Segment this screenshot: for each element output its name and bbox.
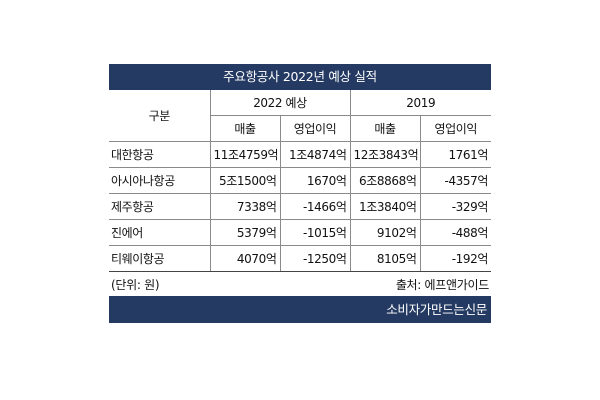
header-2019: 2019 [349, 90, 492, 116]
earnings-table-card: 주요항공사 2022년 예상 실적 구분 2022 예상 2019 매출 영업이… [109, 64, 492, 323]
source-note: 출처: 에프앤가이드 [395, 277, 489, 292]
revenue-2022: 7338억 [209, 193, 280, 220]
revenue-2019: 6조8868억 [349, 167, 421, 194]
revenue-2019: 12조3843억 [349, 141, 421, 168]
header-revenue-2022: 매출 [209, 115, 280, 142]
op-profit-2019: -329억 [419, 193, 492, 220]
header-revenue-2019: 매출 [349, 115, 421, 142]
table-row: 대한항공 11조4759억 1조4874억 12조3843억 1761억 [109, 141, 492, 168]
table-row: 제주항공 7338억 -1466억 1조3840억 -329억 [109, 193, 492, 220]
airline-name: 제주항공 [109, 193, 210, 220]
op-profit-2022: -1250억 [279, 245, 351, 272]
header-op-profit-2019: 영업이익 [419, 115, 492, 142]
airline-name: 티웨이항공 [109, 245, 210, 272]
airline-name: 진에어 [109, 219, 210, 246]
op-profit-2022: -1015억 [279, 219, 351, 246]
table-row: 티웨이항공 4070억 -1250억 8105억 -192억 [109, 245, 492, 272]
table-footer: (단위: 원) 출처: 에프앤가이드 [109, 272, 491, 296]
op-profit-2019: -192억 [419, 245, 492, 272]
op-profit-2019: 1761억 [419, 141, 492, 168]
table-subheader-row: 매출 영업이익 매출 영업이익 [109, 115, 492, 142]
header-op-profit-2022: 영업이익 [279, 115, 351, 142]
revenue-2022: 5379억 [209, 219, 280, 246]
op-profit-2019: -488억 [419, 219, 492, 246]
table-header-row: 구분 2022 예상 2019 [109, 90, 492, 142]
table-row: 아시아나항공 5조1500억 1670억 6조8868억 -4357억 [109, 167, 492, 194]
revenue-2022: 4070억 [209, 245, 280, 272]
earnings-table: 구분 2022 예상 2019 매출 영업이익 매출 영업이익 대한항공 11조… [109, 90, 492, 272]
op-profit-2022: 1670억 [279, 167, 351, 194]
revenue-2019: 1조3840억 [349, 193, 421, 220]
airline-name: 아시아나항공 [109, 167, 210, 194]
revenue-2019: 8105억 [349, 245, 421, 272]
revenue-2022: 11조4759억 [209, 141, 280, 168]
revenue-2022: 5조1500억 [209, 167, 280, 194]
header-2022-forecast: 2022 예상 [209, 90, 351, 116]
unit-note: (단위: 원) [111, 277, 160, 292]
revenue-2019: 9102억 [349, 219, 421, 246]
table-title: 주요항공사 2022년 예상 실적 [109, 64, 491, 90]
publisher-brand: 소비자가만드는신문 [109, 296, 491, 323]
header-category: 구분 [109, 90, 210, 142]
op-profit-2022: 1조4874억 [279, 141, 351, 168]
op-profit-2022: -1466억 [279, 193, 351, 220]
table-row: 진에어 5379억 -1015억 9102억 -488억 [109, 219, 492, 246]
op-profit-2019: -4357억 [419, 167, 492, 194]
airline-name: 대한항공 [109, 141, 210, 168]
